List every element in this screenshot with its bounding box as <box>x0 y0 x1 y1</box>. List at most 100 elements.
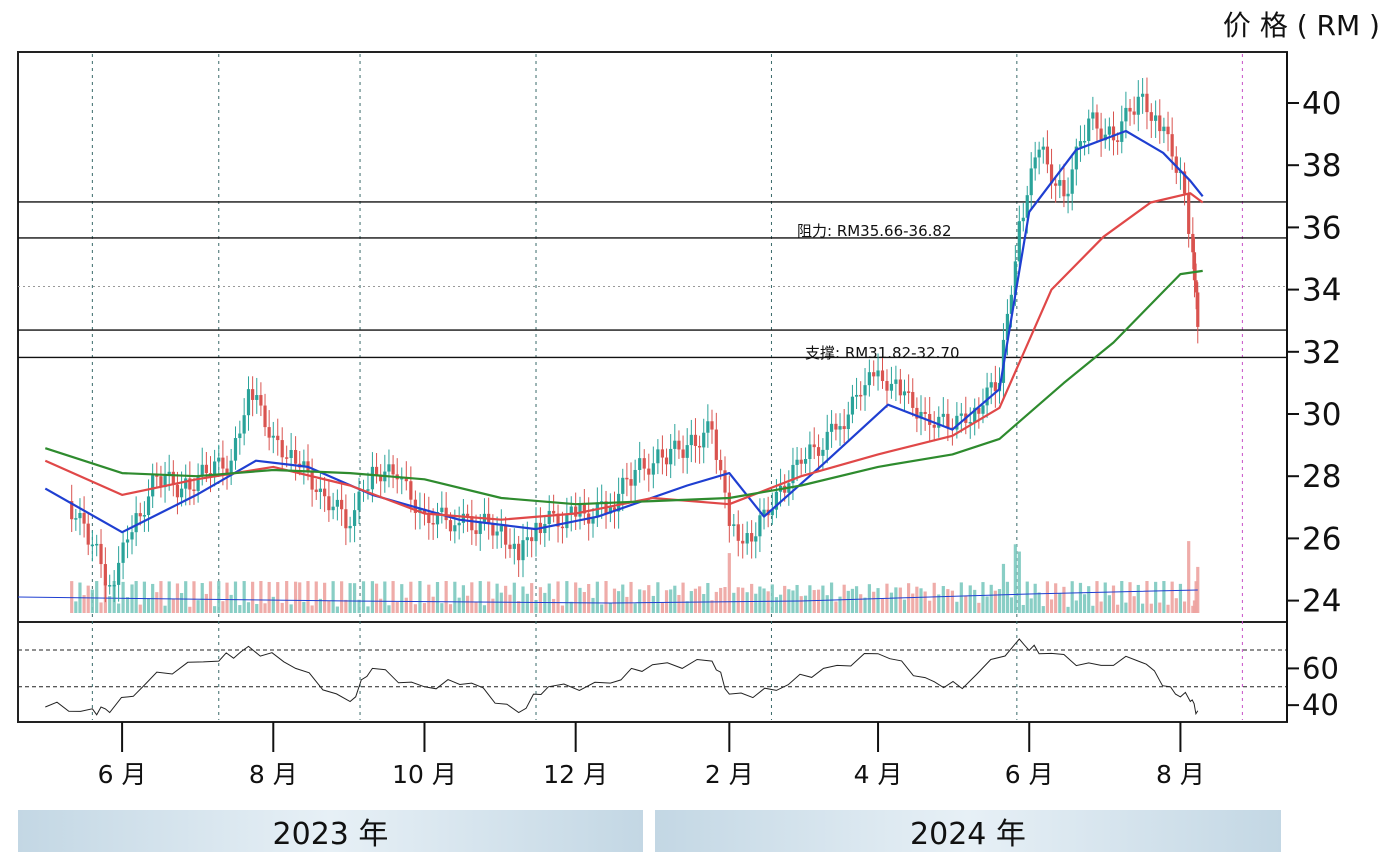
volume-bar <box>1082 594 1087 613</box>
candle-body <box>629 479 633 486</box>
rsi-panel-frame <box>17 621 1288 723</box>
candle-body <box>880 370 885 382</box>
volume-bar <box>795 584 799 613</box>
candle-body <box>1103 134 1107 141</box>
month-tick-label: 2 月 <box>705 760 754 789</box>
price-tick-label: 40 <box>1302 86 1341 122</box>
candle-body <box>677 440 681 450</box>
candle-body <box>179 488 184 498</box>
month-tick-label: 4 月 <box>854 760 903 789</box>
volume-bar <box>302 601 306 613</box>
volume-bar <box>478 581 482 613</box>
candle-body <box>697 445 702 448</box>
candle-body <box>323 488 327 497</box>
volume-bar <box>259 581 263 613</box>
volume-bar <box>850 588 855 613</box>
volume-bar <box>427 584 431 613</box>
candle-body <box>669 448 673 465</box>
candle-body <box>714 429 718 460</box>
volume-bar <box>1178 583 1183 613</box>
volume-bar <box>778 594 783 613</box>
volume-bar <box>470 582 474 613</box>
volume-bar <box>175 583 180 613</box>
volume-bar <box>552 598 556 613</box>
candle-body <box>255 395 259 400</box>
volume-bar <box>395 602 399 613</box>
volume-bar <box>821 585 825 613</box>
volume-bar <box>1192 600 1197 613</box>
month-tick-label: 6 月 <box>98 760 147 789</box>
candle-body <box>600 501 604 503</box>
volume-bar <box>964 595 968 613</box>
candle-body <box>1025 195 1029 218</box>
candle-body <box>138 513 142 517</box>
volume-bar <box>997 589 1002 613</box>
candle-body <box>521 540 525 561</box>
volume-bar <box>1062 586 1066 613</box>
volume-bar <box>863 597 867 613</box>
candle-body <box>812 444 816 448</box>
candle-body <box>374 466 379 475</box>
candle-body <box>499 525 503 532</box>
candle-body <box>293 449 298 464</box>
candle-body <box>578 504 582 517</box>
candle-body <box>816 447 821 456</box>
volume-bar <box>1149 603 1153 613</box>
volume-bar <box>246 602 251 613</box>
candle-body <box>745 533 749 544</box>
candle-body <box>838 426 842 430</box>
candle-body <box>1170 134 1174 157</box>
candle-body <box>318 488 322 492</box>
volume-bar <box>357 599 361 613</box>
candle-body <box>400 477 404 480</box>
volume-bar <box>335 606 339 613</box>
volume-bar <box>108 596 112 613</box>
candle-body <box>229 460 233 474</box>
volume-bar <box>431 596 435 613</box>
volume-bar <box>1066 606 1070 613</box>
candle-body <box>155 475 159 477</box>
candle-body <box>82 512 86 524</box>
candle-body <box>431 523 435 525</box>
volume-bar <box>808 585 812 613</box>
volume-bar <box>1070 581 1074 613</box>
candle-body <box>941 413 945 417</box>
volume-bar <box>517 601 521 613</box>
candle-body <box>1111 126 1116 141</box>
volume-bar <box>344 599 348 613</box>
volume-bar <box>706 582 710 613</box>
volume-bar <box>1154 581 1158 613</box>
volume-bar <box>461 585 465 613</box>
candle-body <box>846 414 850 430</box>
candle-body <box>1017 221 1021 262</box>
candle-body <box>647 468 651 475</box>
rsi-tick-label: 40 <box>1302 688 1339 722</box>
candle-body <box>1145 93 1149 113</box>
candle-body <box>829 423 834 432</box>
volume-bar <box>1049 599 1054 613</box>
volume-bar <box>74 601 78 613</box>
candle-body <box>821 449 825 456</box>
volume-bar <box>1009 597 1013 613</box>
volume-bar <box>973 589 977 613</box>
volume-bar <box>422 603 427 613</box>
volume-bar <box>647 585 651 613</box>
candle-body <box>238 433 242 439</box>
candle-body <box>673 440 677 449</box>
candle-body <box>928 414 932 425</box>
candle-body <box>854 394 859 397</box>
candle-body <box>750 533 754 542</box>
candle-body <box>130 532 134 540</box>
candle-body <box>134 513 138 533</box>
volume-bar <box>1087 586 1091 613</box>
candle-body <box>993 382 997 392</box>
candle-body <box>461 513 465 523</box>
volume-bar <box>1141 603 1145 613</box>
volume-bar <box>989 584 993 613</box>
volume-bar <box>1107 595 1111 613</box>
volume-bar <box>1091 605 1095 613</box>
volume-bar <box>656 582 660 613</box>
volume-bar <box>702 594 706 613</box>
volume-bar <box>167 581 171 613</box>
volume-bar <box>251 581 255 613</box>
